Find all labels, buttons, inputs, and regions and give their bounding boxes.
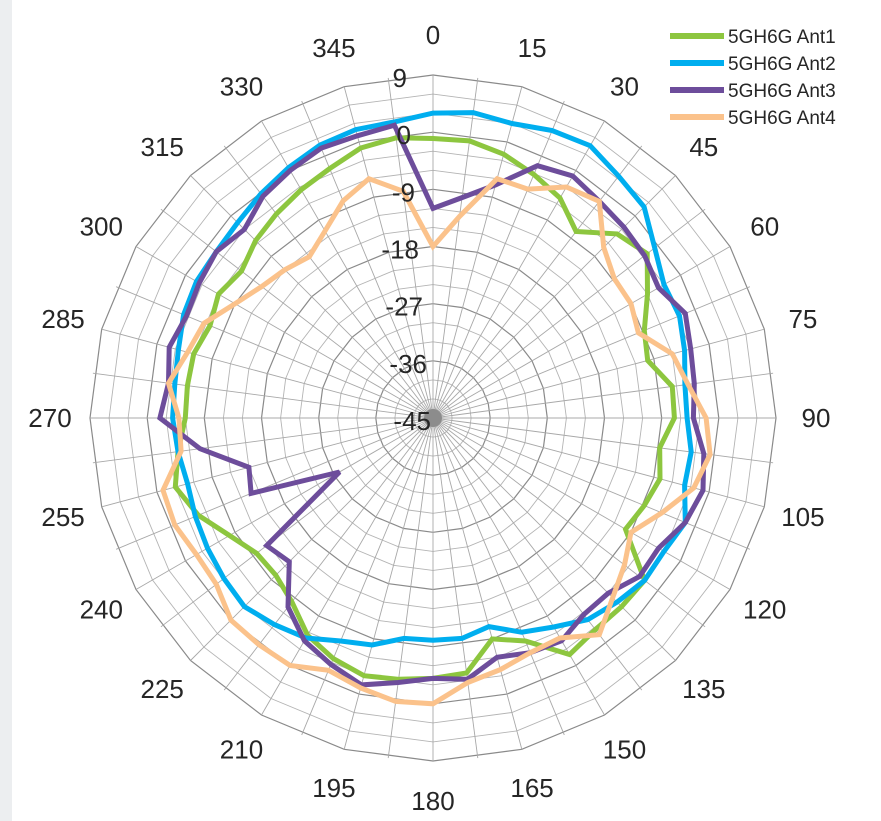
grid-spoke xyxy=(92,372,434,419)
grid-spoke xyxy=(101,328,434,419)
angle-label: 165 xyxy=(510,773,553,803)
grid-spoke xyxy=(432,286,751,419)
grid-spoke xyxy=(432,77,479,419)
grid-spoke xyxy=(160,208,434,419)
grid-spoke xyxy=(387,77,434,419)
grid-spoke xyxy=(432,417,605,716)
grid-spoke xyxy=(432,372,774,419)
grid-spoke xyxy=(432,417,643,691)
angle-label: 60 xyxy=(750,212,779,242)
angle-label: 45 xyxy=(689,132,718,162)
angle-label: 135 xyxy=(682,674,725,704)
grid-spoke xyxy=(432,417,765,508)
radial-tick-label: -9 xyxy=(392,177,415,207)
series-line-2 xyxy=(170,110,694,648)
grid-spoke xyxy=(190,175,434,419)
angle-label: 315 xyxy=(141,132,184,162)
angle-label: 30 xyxy=(610,71,639,101)
grid-spoke xyxy=(432,417,774,464)
angle-label: 330 xyxy=(220,71,263,101)
grid-spoke xyxy=(301,100,434,419)
grid-spoke xyxy=(301,417,434,736)
legend-label: 5GH6G Ant2 xyxy=(728,54,836,75)
angle-label: 300 xyxy=(80,212,123,242)
grid-spoke xyxy=(432,208,706,419)
radial-tick-label: -18 xyxy=(381,235,419,265)
grid-spoke xyxy=(432,417,479,759)
angle-label: 150 xyxy=(603,735,646,765)
chart-legend: 5GH6G Ant1 5GH6G Ant2 5GH6G Ant3 5GH6G Ant4 xyxy=(670,27,836,129)
radial-tick-label: -45 xyxy=(393,406,431,436)
series-line-4 xyxy=(160,175,713,707)
angle-label: 75 xyxy=(788,304,817,334)
grid-spoke xyxy=(432,417,565,736)
grid-spoke xyxy=(432,417,731,590)
angle-label: 180 xyxy=(411,786,454,816)
grid-spoke xyxy=(135,246,434,419)
angle-label: 255 xyxy=(41,502,84,532)
angle-label: 210 xyxy=(220,735,263,765)
angle-label: 285 xyxy=(41,304,84,334)
grid-spoke xyxy=(160,417,434,628)
grid-spoke xyxy=(432,417,523,750)
legend-label: 5GH6G Ant4 xyxy=(728,108,836,129)
chart-series xyxy=(157,110,713,707)
angle-label: 0 xyxy=(426,20,440,50)
grid-spoke xyxy=(223,145,434,419)
radial-tick-label: 9 xyxy=(393,63,407,93)
grid-spoke xyxy=(101,417,434,508)
legend-label: 5GH6G Ant1 xyxy=(728,27,836,48)
grid-spoke xyxy=(115,417,434,550)
angle-label: 120 xyxy=(743,595,786,625)
grid-spoke xyxy=(432,417,706,628)
radial-tick-label: 0 xyxy=(397,120,411,150)
grid-spoke xyxy=(432,175,676,419)
grid-spoke xyxy=(432,328,765,419)
radial-tick-label: -27 xyxy=(385,292,423,322)
angle-label: 195 xyxy=(312,773,355,803)
grid-spoke xyxy=(92,417,434,464)
chart-hub xyxy=(424,409,442,427)
grid-spoke xyxy=(432,86,523,419)
grid-spoke xyxy=(343,417,434,750)
grid-spoke xyxy=(432,100,565,419)
radial-tick-label: -36 xyxy=(389,349,427,379)
legend-label: 5GH6G Ant3 xyxy=(728,81,836,102)
chart-card: 0 15 30 45 60 75 90 105 120 135 150 165 180 195 210 225… xyxy=(12,0,881,821)
grid-spoke xyxy=(135,417,434,590)
angle-label: 270 xyxy=(28,403,71,433)
angle-label: 345 xyxy=(312,33,355,63)
angle-label: 90 xyxy=(802,403,831,433)
center-hub xyxy=(424,409,442,427)
series-line-3 xyxy=(157,122,707,688)
grid-spoke xyxy=(432,120,605,419)
grid-spoke xyxy=(190,417,434,661)
radar-chart: 0 153045607590105120135150165180195210225… xyxy=(28,20,836,816)
angle-label: 15 xyxy=(518,33,547,63)
angle-label: 225 xyxy=(141,674,184,704)
chart-labels: 0 153045607590105120135150165180195210225… xyxy=(28,20,830,816)
grid-spoke xyxy=(432,417,751,550)
grid-spoke xyxy=(432,145,643,419)
grid-spoke xyxy=(432,246,731,419)
grid-spoke xyxy=(343,86,434,419)
angle-label: 240 xyxy=(80,595,123,625)
grid-spoke xyxy=(432,417,676,661)
grid-spoke xyxy=(115,286,434,419)
angle-label: 105 xyxy=(781,502,824,532)
